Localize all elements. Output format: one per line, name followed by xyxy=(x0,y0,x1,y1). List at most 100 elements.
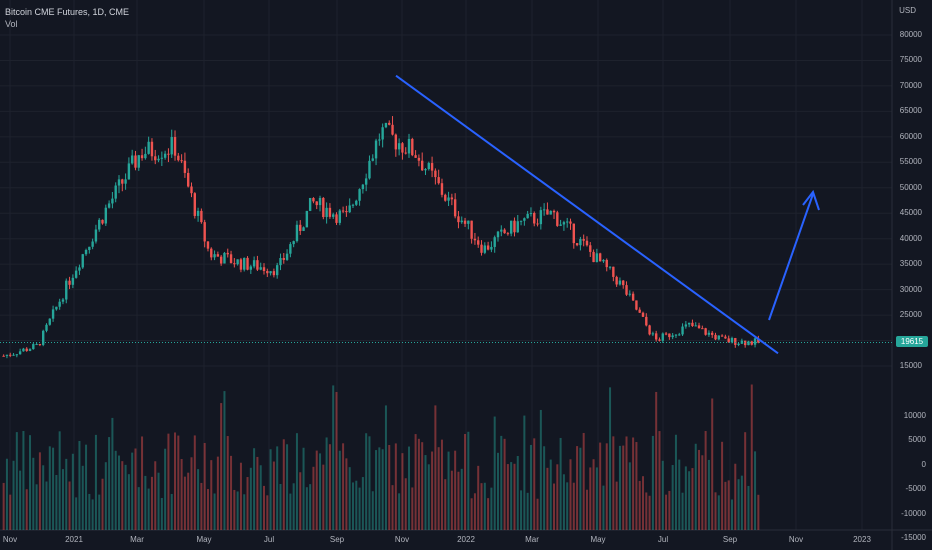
candle-body xyxy=(437,177,440,184)
candle-body xyxy=(285,253,289,260)
candle-body xyxy=(440,183,444,195)
volume-bar xyxy=(740,475,743,530)
candle-body xyxy=(648,325,651,335)
volume-bar xyxy=(473,493,476,530)
time-tick-label: Sep xyxy=(329,535,345,544)
volume-bar xyxy=(85,444,88,530)
candle-body xyxy=(664,333,668,335)
volume-bar xyxy=(29,435,32,530)
volume-bar xyxy=(493,416,496,530)
candle-body xyxy=(279,257,282,266)
candle-body xyxy=(486,245,490,250)
candle-body xyxy=(219,256,223,264)
volume-tick-label: 10000 xyxy=(903,411,926,420)
volume-bar xyxy=(595,467,598,530)
volume-bar xyxy=(65,458,68,530)
candle-body xyxy=(147,141,150,154)
volume-bar xyxy=(111,417,114,530)
candle-body xyxy=(384,122,388,128)
candle-body xyxy=(374,140,378,159)
volume-bar xyxy=(117,455,120,530)
volume-bar xyxy=(704,431,707,530)
volume-bar xyxy=(533,438,536,530)
candle-body xyxy=(602,259,605,262)
volume-bar xyxy=(315,450,318,530)
volume-bar xyxy=(137,487,140,530)
candle-body xyxy=(707,332,711,335)
volume-bar xyxy=(322,464,325,530)
time-tick-label: Jul xyxy=(657,535,669,544)
chart-header: Bitcoin CME Futures, 1D, CME Vol xyxy=(5,6,129,30)
volume-bar xyxy=(365,433,368,530)
volume-bar xyxy=(131,452,134,530)
volume-bar xyxy=(223,391,226,530)
volume-bar xyxy=(678,459,681,530)
candle-body xyxy=(107,203,111,208)
volume-bar xyxy=(579,447,582,530)
volume-bar xyxy=(698,449,701,530)
candle-body xyxy=(114,185,117,199)
candle-body xyxy=(91,241,94,247)
volume-bar xyxy=(94,434,97,530)
candle-body xyxy=(236,259,239,265)
volume-bar xyxy=(190,457,193,530)
volume-bar xyxy=(220,403,223,530)
volume-bar xyxy=(431,451,434,530)
candle-body xyxy=(239,259,243,270)
volume-bar xyxy=(52,447,55,530)
candle-body xyxy=(552,210,556,213)
candle-body xyxy=(658,339,661,341)
volume-bar xyxy=(351,482,354,530)
volume-bar xyxy=(355,480,358,530)
candle-body xyxy=(259,267,262,270)
candle-body xyxy=(332,214,335,217)
volume-bar xyxy=(263,485,266,530)
candle-body xyxy=(720,335,724,337)
candle-body xyxy=(368,160,371,179)
volume-bar xyxy=(348,467,351,530)
volume-bar xyxy=(32,457,35,530)
candle-body xyxy=(216,254,220,257)
time-tick-label: Mar xyxy=(130,535,144,544)
price-tick-label: 40000 xyxy=(899,233,922,243)
candle-body xyxy=(12,354,15,356)
candle-body xyxy=(61,299,65,302)
candle-body xyxy=(582,239,585,241)
volume-bar xyxy=(233,489,236,530)
candle-body xyxy=(38,344,42,346)
volume-bar xyxy=(114,450,117,530)
volume-bar xyxy=(286,444,289,530)
symbol-title[interactable]: Bitcoin CME Futures, 1D, CME xyxy=(5,7,130,17)
volume-bar xyxy=(48,446,51,530)
candle-body xyxy=(641,312,645,317)
candle-body xyxy=(473,238,477,241)
candle-body xyxy=(243,257,246,270)
volume-indicator-label[interactable]: Vol xyxy=(5,19,18,29)
candle-body xyxy=(81,254,84,268)
candle-body xyxy=(562,222,566,225)
volume-bar xyxy=(332,385,335,530)
candle-body xyxy=(289,244,292,254)
candle-body xyxy=(470,220,473,239)
volume-bar xyxy=(688,471,691,530)
volume-bar xyxy=(108,437,111,530)
volume-bar xyxy=(622,445,625,530)
candle-body xyxy=(71,277,75,285)
volume-bar xyxy=(404,478,407,530)
candle-body xyxy=(463,220,467,224)
candle-body xyxy=(130,155,134,164)
volume-bar xyxy=(9,494,12,530)
price-tick-label: 25000 xyxy=(899,310,922,320)
candle-body xyxy=(269,271,272,274)
candle-body xyxy=(15,354,19,356)
volume-tick-label: -10000 xyxy=(901,508,926,518)
candle-body xyxy=(575,243,579,246)
volume-bar xyxy=(388,444,391,530)
volume-bar xyxy=(744,432,747,530)
candle-body xyxy=(434,170,437,178)
candle-body xyxy=(480,244,483,253)
volume-bar xyxy=(98,494,101,530)
volume-bar xyxy=(88,493,91,530)
volume-bar xyxy=(210,460,213,530)
